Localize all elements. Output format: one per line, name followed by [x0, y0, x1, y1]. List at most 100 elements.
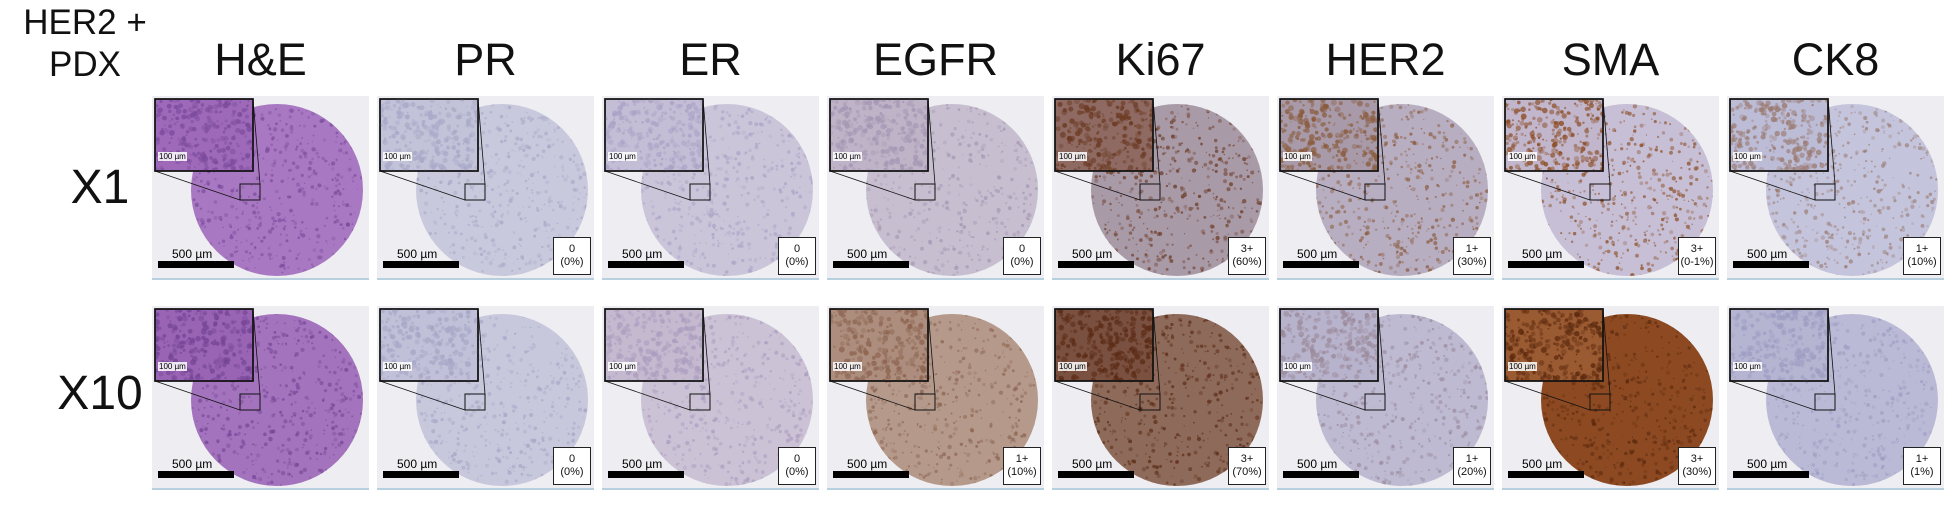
score-badge: 0 (0%) [1003, 237, 1041, 275]
tissue-panel: 100 µm 500 µm 0 (0%) [377, 96, 594, 280]
scale-bar [158, 261, 234, 268]
score-percentage: (0%) [560, 256, 584, 268]
inset-scale-label: 100 µm [833, 362, 862, 371]
tissue-panel: 100 µm 500 µm 0 (0%) [602, 96, 819, 280]
tissue-panel: 100 µm 500 µm 3+ (70%) [1052, 306, 1269, 490]
scale-bar-label: 500 µm [397, 457, 438, 471]
tissue-core-image [152, 306, 369, 488]
inset-scale-label: 100 µm [158, 152, 187, 161]
scale-bar [383, 471, 459, 478]
zoom-region-box [239, 393, 261, 411]
tissue-core-image [377, 96, 594, 278]
score-intensity: 0 [568, 453, 576, 465]
scale-bar-label: 500 µm [1522, 457, 1563, 471]
scale-bar-label: 500 µm [1297, 247, 1338, 261]
score-badge: 3+ (60%) [1228, 237, 1266, 275]
score-percentage: (10%) [1907, 256, 1937, 268]
scale-bar-label: 500 µm [1297, 457, 1338, 471]
scale-bar-label: 500 µm [172, 247, 213, 261]
tissue-panel: 100 µm 500 µm 0 (0%) [827, 96, 1044, 280]
inset-scale-label: 100 µm [1058, 362, 1087, 371]
zoom-region-box [1139, 183, 1161, 201]
score-percentage: (30%) [1682, 466, 1712, 478]
zoom-region-box [1814, 393, 1836, 411]
score-intensity: 0 [793, 243, 801, 255]
tissue-panel: 100 µm 500 µm 1+ (30%) [1277, 96, 1494, 280]
scale-bar [1733, 471, 1809, 478]
zoom-region-box [689, 393, 711, 411]
tissue-panel: 100 µm 500 µm 1+ (20%) [1277, 306, 1494, 490]
zoom-region-box [1814, 183, 1836, 201]
score-percentage: (0%) [785, 466, 809, 478]
score-intensity: 3+ [1690, 453, 1704, 465]
score-percentage: (0%) [1010, 256, 1034, 268]
zoom-region-box [239, 183, 261, 201]
score-intensity: 3+ [1240, 453, 1254, 465]
tissue-panel: 100 µm 500 µm 3+ (30%) [1502, 306, 1719, 490]
score-intensity: 0 [793, 453, 801, 465]
inset-scale-label: 100 µm [608, 152, 637, 161]
score-intensity: 1+ [1015, 453, 1029, 465]
inset-scale-label: 100 µm [1283, 362, 1312, 371]
score-badge: 1+ (30%) [1453, 237, 1491, 275]
inset-scale-label: 100 µm [383, 152, 412, 161]
scale-bar [1058, 471, 1134, 478]
inset-scale-label: 100 µm [833, 152, 862, 161]
scale-bar-label: 500 µm [1072, 457, 1113, 471]
zoom-region-box [689, 183, 711, 201]
score-intensity: 1+ [1465, 453, 1479, 465]
scale-bar [833, 261, 909, 268]
score-intensity: 0 [1018, 243, 1026, 255]
score-badge: 0 (0%) [778, 447, 816, 485]
zoom-region-box [914, 393, 936, 411]
score-badge: 0 (0%) [553, 237, 591, 275]
scale-bar [1733, 261, 1809, 268]
score-intensity: 0 [568, 243, 576, 255]
score-percentage: (1%) [1910, 466, 1934, 478]
tissue-core-image [152, 96, 369, 278]
tissue-core-image [377, 306, 594, 488]
column-header-5: HER2 [1325, 34, 1446, 85]
inset-scale-label: 100 µm [1733, 362, 1762, 371]
scale-bar [383, 261, 459, 268]
zoom-region-box [1589, 393, 1611, 411]
tissue-panel: 100 µm 500 µm [152, 96, 369, 280]
score-percentage: (70%) [1232, 466, 1262, 478]
tissue-panel: 100 µm 500 µm 0 (0%) [377, 306, 594, 490]
zoom-region-box [1589, 183, 1611, 201]
inset-scale-label: 100 µm [608, 362, 637, 371]
scale-bar [833, 471, 909, 478]
inset-scale-label: 100 µm [1058, 152, 1087, 161]
score-badge: 1+ (1%) [1903, 447, 1941, 485]
scale-bar-label: 500 µm [622, 247, 663, 261]
score-intensity: 3+ [1240, 243, 1254, 255]
scale-bar-label: 500 µm [622, 457, 663, 471]
scale-bar-label: 500 µm [1747, 457, 1788, 471]
tissue-core-image [1502, 306, 1719, 488]
column-header-3: EGFR [872, 34, 998, 85]
score-badge: 3+ (0-1%) [1678, 237, 1716, 275]
tissue-core-image [827, 96, 1044, 278]
zoom-region-box [464, 183, 486, 201]
tissue-core-image [1277, 96, 1494, 278]
score-percentage: (0-1%) [1680, 256, 1714, 268]
score-intensity: 1+ [1915, 243, 1929, 255]
tissue-core-image [1727, 306, 1944, 488]
score-percentage: (10%) [1007, 466, 1037, 478]
scale-bar [608, 261, 684, 268]
corner-label: HER2 + PDX [0, 2, 170, 86]
scale-bar-label: 500 µm [172, 457, 213, 471]
scale-bar-label: 500 µm [847, 457, 888, 471]
zoom-region-box [1139, 393, 1161, 411]
tissue-panel: 100 µm 500 µm 3+ (60%) [1052, 96, 1269, 280]
score-badge: 1+ (20%) [1453, 447, 1491, 485]
corner-label-line2: PDX [49, 45, 121, 84]
column-header-7: CK8 [1791, 34, 1880, 85]
inset-scale-label: 100 µm [1508, 362, 1537, 371]
tissue-panel: 100 µm 500 µm 1+ (1%) [1727, 306, 1944, 490]
scale-bar [1283, 261, 1359, 268]
corner-label-line1: HER2 + [23, 3, 147, 42]
zoom-region-box [1364, 183, 1386, 201]
column-header-4: Ki67 [1115, 34, 1206, 85]
score-percentage: (0%) [560, 466, 584, 478]
